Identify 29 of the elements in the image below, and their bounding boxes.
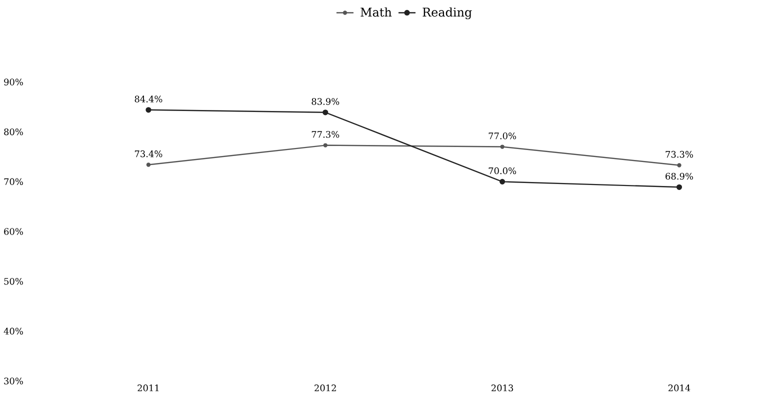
data-label: 68.9% [666, 172, 693, 180]
y-tick-label: 80% [4, 128, 23, 136]
legend-label: Reading [422, 7, 472, 20]
data-label: 73.4% [134, 150, 162, 158]
data-label: 77.3% [312, 131, 340, 138]
x-tick-label: 2014 [668, 384, 690, 392]
data-label: 84.4% [134, 96, 162, 102]
x-tick-label: 2013 [492, 384, 514, 392]
point [323, 143, 328, 148]
legend-label: Math [360, 7, 392, 17]
point [677, 163, 682, 168]
point [500, 178, 506, 184]
point [322, 110, 328, 116]
point [500, 144, 504, 149]
data-label: 77.0% [488, 132, 516, 140]
y-tick-label: 60% [4, 228, 23, 235]
y-tick-label: 70% [4, 178, 23, 186]
x-tick-label: 2012 [314, 384, 336, 392]
y-tick-label: 30% [4, 378, 23, 384]
data-label: 70.0% [488, 167, 516, 174]
point [146, 162, 151, 167]
x-tick-label: 2011 [138, 384, 159, 392]
point [676, 184, 682, 190]
y-tick-label: 40% [4, 328, 23, 335]
y-tick-label: 90% [4, 78, 23, 86]
point [146, 107, 152, 113]
data-label: 83.9% [312, 98, 340, 105]
data-label: 73.3% [666, 150, 693, 158]
y-tick-label: 50% [4, 278, 23, 285]
